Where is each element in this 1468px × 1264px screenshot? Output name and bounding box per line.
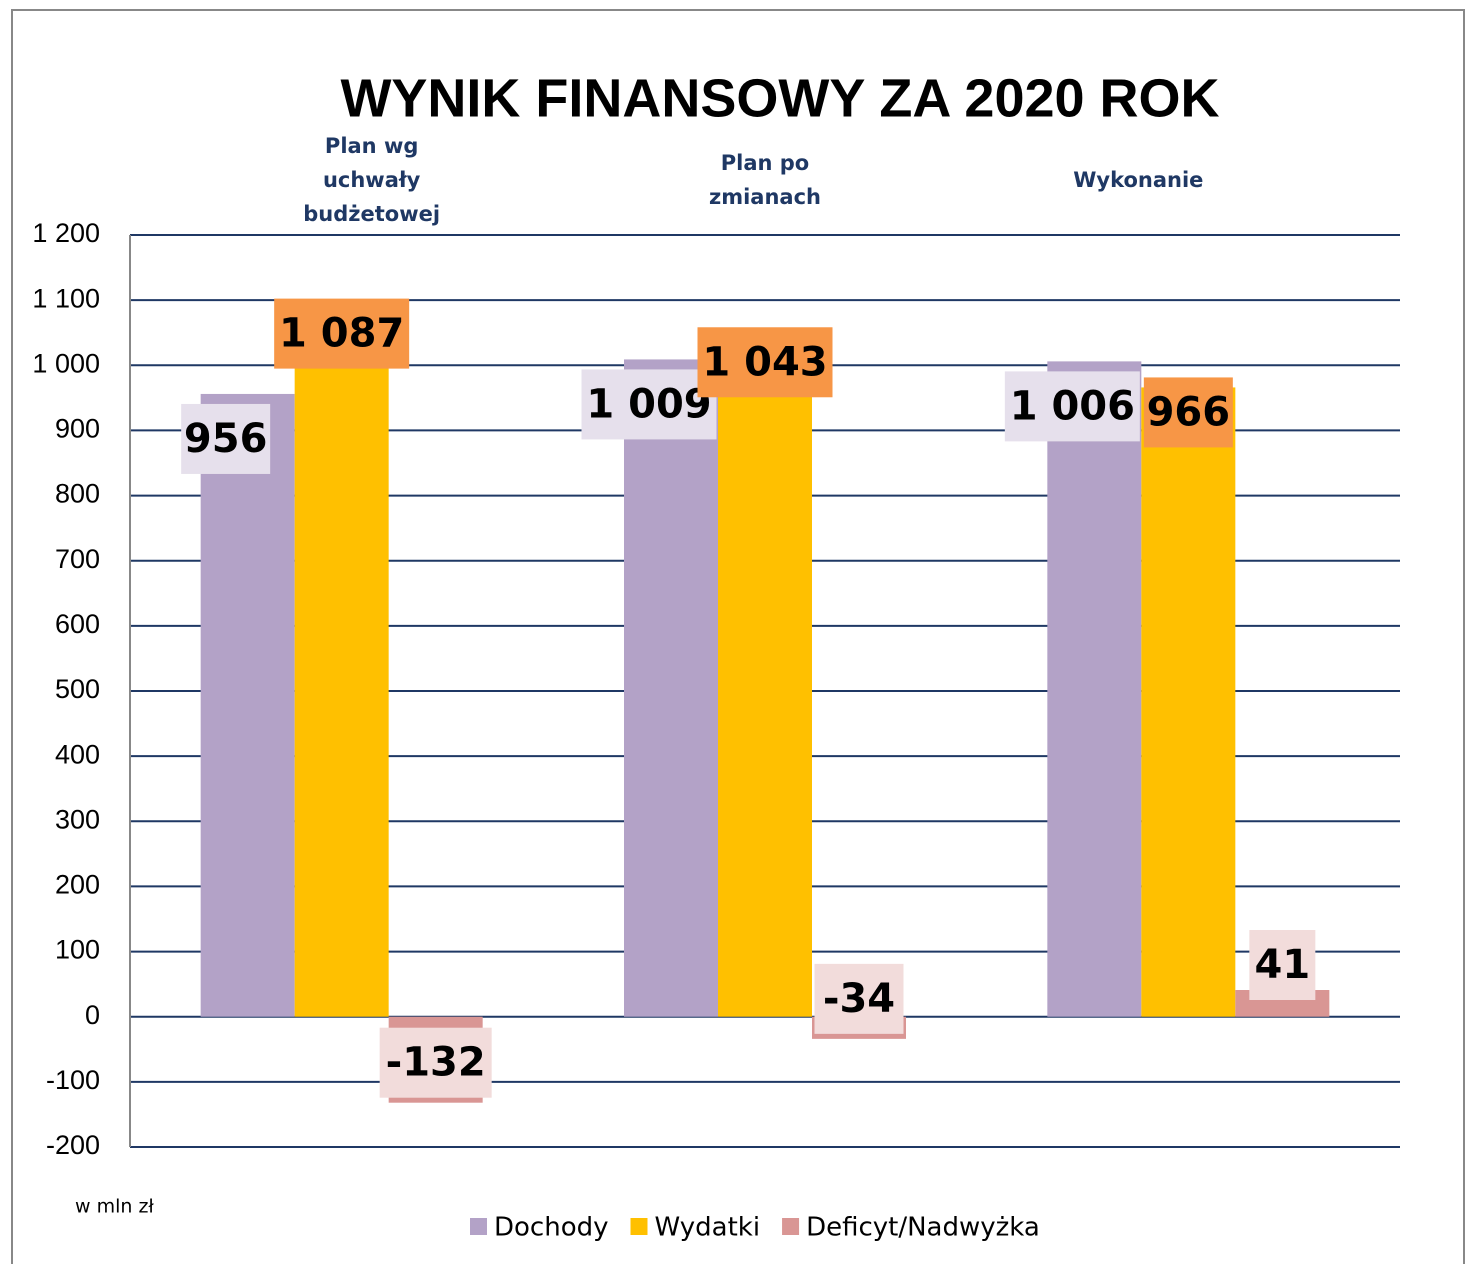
bar: [624, 359, 718, 1017]
y-tick-label: 1 200: [32, 218, 100, 248]
value-label-box: [181, 403, 271, 474]
bar: [294, 308, 389, 1017]
legend-swatch: [630, 1218, 648, 1235]
value-label-box: [697, 327, 833, 398]
value-label: 956: [184, 416, 268, 462]
legend-label: Dochody: [494, 1213, 609, 1243]
y-tick-label: 200: [55, 870, 100, 900]
category-label: Plan po zmianach: [709, 151, 821, 209]
value-label: 1 087: [279, 311, 404, 357]
y-tick-label: 1 100: [32, 283, 100, 313]
value-label: 1 043: [702, 339, 827, 385]
value-label-box: [1004, 371, 1140, 442]
y-tick-label: -100: [46, 1065, 100, 1095]
value-label: 1 006: [1010, 383, 1135, 429]
y-tick-label: 400: [55, 739, 100, 769]
value-label: -34: [823, 976, 895, 1022]
value-label-box: [814, 963, 904, 1034]
chart-title: WYNIK FINANSOWY ZA 2020 ROK: [340, 68, 1219, 128]
category-label: Plan wg uchwały budżetowej: [303, 134, 441, 226]
value-label: 1 009: [586, 381, 711, 427]
bar: [1141, 387, 1236, 1017]
bar: [1047, 361, 1142, 1017]
category-label: Wykonanie: [1073, 168, 1204, 192]
y-tick-label: 600: [55, 609, 100, 639]
legend-label: Deficyt/Nadwyżka: [806, 1213, 1040, 1243]
legend-label: Wydatki: [655, 1213, 761, 1243]
y-tick-label: 700: [55, 544, 100, 574]
value-label-box: [274, 298, 410, 369]
y-tick-label: 0: [85, 1000, 100, 1030]
value-label: -132: [386, 1040, 486, 1086]
y-tick-label: 500: [55, 674, 100, 704]
y-tick-label: 900: [55, 414, 100, 444]
bar: [718, 337, 812, 1017]
value-label: 41: [1254, 942, 1310, 988]
y-tick-label: 1 000: [32, 348, 100, 378]
value-label-box: [1143, 377, 1233, 448]
bar: [200, 393, 295, 1017]
y-tick-label: -200: [46, 1130, 100, 1160]
unit-note: w mln zł: [75, 1196, 154, 1218]
y-tick-label: 800: [55, 479, 100, 509]
legend-swatch: [782, 1218, 800, 1235]
frame: [11, 9, 1465, 1264]
y-tick-label: 300: [55, 804, 100, 834]
value-label-box: [581, 369, 717, 440]
y-tick-label: 100: [55, 935, 100, 965]
value-label: 966: [1147, 389, 1231, 435]
value-label-box: [1249, 930, 1316, 1001]
value-label-box: [379, 1027, 492, 1098]
legend-swatch: [470, 1218, 487, 1235]
